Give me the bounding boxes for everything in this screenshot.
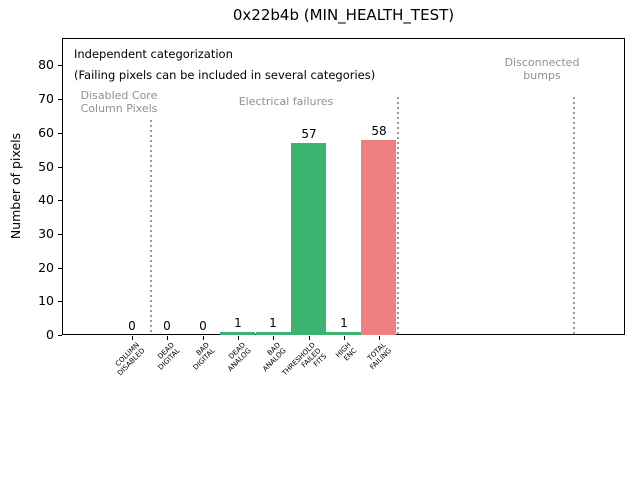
region-label-disconnected-bumps: Disconnected bumps bbox=[504, 56, 580, 82]
y-tick-mark-80 bbox=[58, 65, 62, 66]
x-tick-mark-bad-digital bbox=[203, 336, 204, 340]
x-tick-label-dead-analog: DEAD ANALOG bbox=[225, 341, 253, 374]
y-tick-label-40: 40 bbox=[38, 192, 54, 208]
y-tick-label-0: 0 bbox=[46, 327, 54, 342]
bar-value-bad-analog: 1 bbox=[269, 316, 277, 330]
y-tick-label-80: 80 bbox=[38, 57, 54, 73]
x-tick-mark-bad-analog bbox=[273, 336, 274, 340]
y-tick-mark-10 bbox=[58, 301, 62, 302]
section-separator-3 bbox=[573, 97, 575, 335]
y-tick-mark-20 bbox=[58, 268, 62, 269]
y-tick-label-50: 50 bbox=[38, 158, 54, 174]
x-tick-label-bad-digital: BAD DIGITAL bbox=[191, 341, 217, 372]
y-axis-label: Number of pixels bbox=[8, 132, 23, 240]
region-label-electrical-failures: Electrical failures bbox=[238, 95, 334, 108]
annotation-failing-pixels-note: (Failing pixels can be included in sever… bbox=[74, 68, 376, 82]
y-tick-label-70: 70 bbox=[38, 91, 54, 107]
x-tick-label-threshold-failed-fits: THRESHOLD FAILED FITS bbox=[280, 341, 329, 378]
y-tick-mark-50 bbox=[58, 167, 62, 168]
x-tick-label-column-disabled: COLUMN DISABLED bbox=[113, 341, 147, 378]
bar-value-bad-digital: 0 bbox=[199, 319, 207, 333]
x-tick-label-dead-digital: DEAD DIGITAL bbox=[156, 341, 182, 372]
annotation-independent-categorization: Independent categorization bbox=[74, 47, 233, 61]
x-tick-label-total-failing: TOTAL FAILING bbox=[366, 341, 394, 372]
y-tick-mark-30 bbox=[58, 234, 62, 235]
bar-threshold-failed-fits bbox=[291, 143, 326, 335]
bar-value-threshold-failed-fits: 57 bbox=[301, 127, 317, 141]
x-tick-label-high-enc: HIGH ENC bbox=[334, 341, 359, 363]
y-tick-mark-40 bbox=[58, 200, 62, 201]
y-tick-mark-0 bbox=[58, 335, 62, 336]
y-tick-mark-60 bbox=[58, 133, 62, 134]
x-tick-mark-high-enc bbox=[344, 336, 345, 340]
y-tick-label-60: 60 bbox=[38, 124, 54, 140]
section-separator-2 bbox=[397, 97, 399, 335]
x-tick-mark-dead-analog bbox=[238, 336, 239, 340]
chart-title: 0x22b4b (MIN_HEALTH_TEST) bbox=[232, 6, 455, 24]
x-tick-mark-column-disabled bbox=[132, 336, 133, 340]
bar-bad-analog bbox=[256, 332, 291, 335]
y-tick-label-10: 10 bbox=[38, 293, 54, 309]
bar-value-dead-analog: 1 bbox=[234, 316, 242, 330]
bar-value-high-enc: 1 bbox=[340, 316, 348, 330]
y-tick-mark-70 bbox=[58, 99, 62, 100]
x-tick-mark-dead-digital bbox=[167, 336, 168, 340]
section-separator-1 bbox=[150, 120, 152, 335]
bar-value-total-failing: 58 bbox=[371, 124, 387, 138]
bar-value-dead-digital: 0 bbox=[163, 319, 171, 333]
bar-value-column-disabled: 0 bbox=[128, 319, 136, 333]
region-label-disabled-core-column-pixels: Disabled Core Column Pixels bbox=[80, 89, 158, 115]
plot-area bbox=[62, 38, 625, 335]
x-tick-mark-threshold-failed-fits bbox=[309, 336, 310, 340]
bar-high-enc bbox=[326, 332, 361, 335]
x-tick-mark-total-failing bbox=[379, 336, 380, 340]
bar-total-failing bbox=[361, 140, 396, 335]
y-tick-label-30: 30 bbox=[38, 225, 54, 241]
bar-dead-analog bbox=[220, 332, 255, 335]
y-tick-label-20: 20 bbox=[38, 259, 54, 275]
